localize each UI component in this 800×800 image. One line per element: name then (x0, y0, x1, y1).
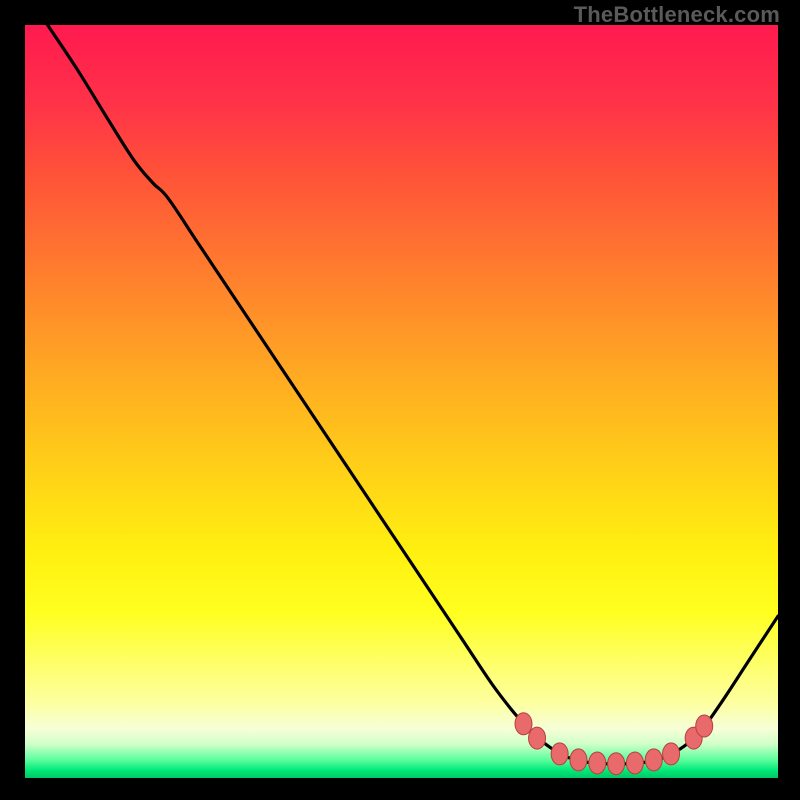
curve-marker (696, 715, 713, 737)
curve-marker (608, 753, 625, 775)
curve-marker (551, 743, 568, 765)
gradient-background (25, 25, 778, 778)
curve-marker (626, 752, 643, 774)
curve-marker (515, 713, 532, 735)
chart-frame: TheBottleneck.com (0, 0, 800, 800)
curve-marker (529, 727, 546, 749)
curve-marker (645, 749, 662, 771)
curve-marker (589, 752, 606, 774)
curve-marker (663, 743, 680, 765)
chart-svg (25, 25, 778, 778)
watermark-label: TheBottleneck.com (574, 2, 780, 28)
curve-marker (570, 749, 587, 771)
plot-area (25, 25, 778, 778)
